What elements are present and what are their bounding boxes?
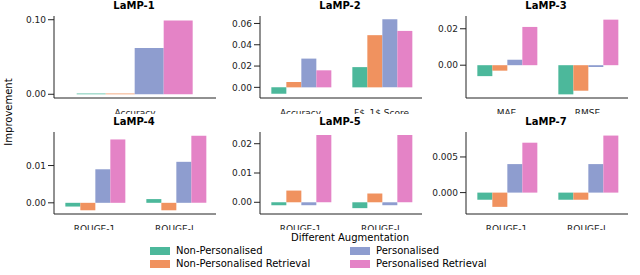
svg-text:0.000: 0.000 <box>432 188 458 198</box>
svg-text:ROUGE-L: ROUGE-L <box>361 224 402 230</box>
svg-text:0.00: 0.00 <box>26 198 46 208</box>
html-text:LaMP-2: LaMP-2 <box>319 0 361 11</box>
svg-text:ROUGE-1: ROUGE-1 <box>74 224 116 230</box>
svg-text:0.06: 0.06 <box>232 19 252 29</box>
svg-text:Accuracy: Accuracy <box>114 108 156 114</box>
html-text:Non-Personalised Retrieval: Non-Personalised Retrieval <box>176 258 311 269</box>
html-text:Different Augmentation: Different Augmentation <box>291 232 409 243</box>
html-text:LaMP-7: LaMP-7 <box>525 116 567 127</box>
svg-text:ROUGE-L: ROUGE-L <box>155 224 196 230</box>
html-text:Non-Personalised: Non-Personalised <box>176 245 263 256</box>
svg-text:RMSE: RMSE <box>575 108 601 114</box>
svg-text:0.04: 0.04 <box>232 40 252 50</box>
svg-text:0.005: 0.005 <box>432 152 458 162</box>
html-text:Improvement: Improvement <box>3 78 14 146</box>
svg-text:F$_1$ Score: F$_1$ Score <box>354 108 409 114</box>
html-text:LaMP-1: LaMP-1 <box>113 0 155 11</box>
svg-text:0.00: 0.00 <box>438 60 458 70</box>
svg-text:ROUGE-L: ROUGE-L <box>567 224 608 230</box>
svg-text:0.10: 0.10 <box>26 15 46 25</box>
svg-text:0.01: 0.01 <box>26 161 46 171</box>
html-text:LaMP-5: LaMP-5 <box>319 116 361 127</box>
svg-text:ROUGE-1: ROUGE-1 <box>486 224 528 230</box>
svg-text:0.02: 0.02 <box>232 61 252 71</box>
svg-text:0.00: 0.00 <box>232 197 252 207</box>
html-text:Personalised Retrieval: Personalised Retrieval <box>376 258 487 269</box>
svg-text:ROUGE-1: ROUGE-1 <box>280 224 322 230</box>
svg-text:MAE: MAE <box>497 108 517 114</box>
html-text:Personalised: Personalised <box>376 245 439 256</box>
svg-text:0.01: 0.01 <box>232 168 252 178</box>
svg-text:0.02: 0.02 <box>438 24 458 34</box>
html-text:LaMP-4: LaMP-4 <box>113 116 155 127</box>
html-text:LaMP-3: LaMP-3 <box>525 0 567 11</box>
svg-text:0.00: 0.00 <box>232 83 252 93</box>
svg-text:0.00: 0.00 <box>26 89 46 99</box>
svg-text:Accuracy: Accuracy <box>280 108 322 114</box>
svg-text:0.02: 0.02 <box>232 139 252 149</box>
